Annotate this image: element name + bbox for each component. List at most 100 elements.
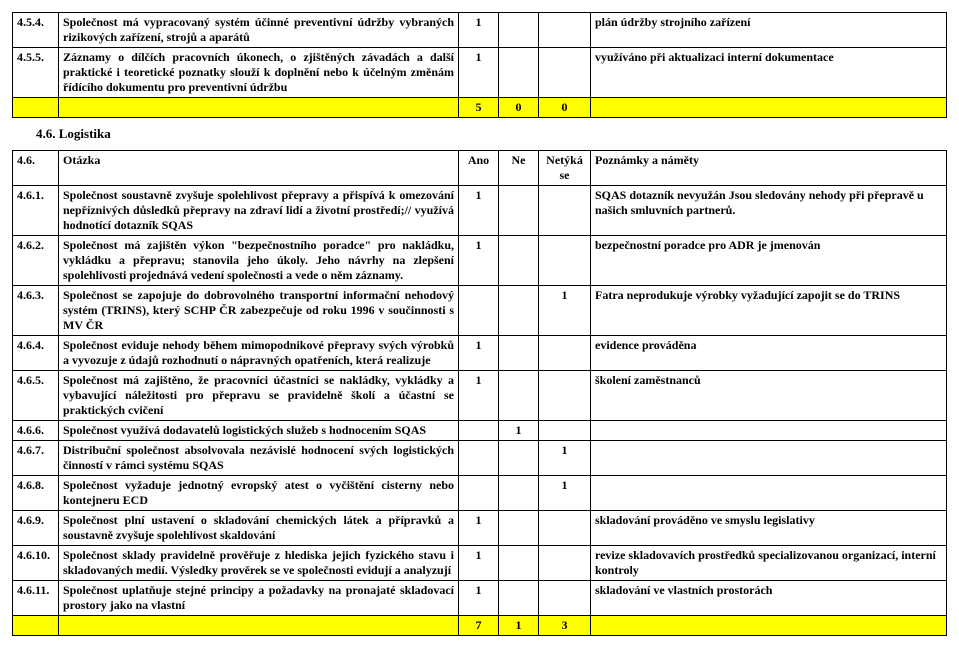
row-notes: SQAS dotazník nevyužán Jsou sledovány ne… (591, 186, 947, 236)
row-number: 4.6.3. (13, 286, 59, 336)
row-netyka (539, 421, 591, 441)
row-notes: plán údržby strojního zařízení (591, 13, 947, 48)
row-notes: využíváno při aktualizaci interní dokume… (591, 48, 947, 98)
row-text: Společnost využívá dodavatelů logistický… (59, 421, 459, 441)
row-netyka: 1 (539, 286, 591, 336)
row-netyka (539, 186, 591, 236)
row-ne (499, 286, 539, 336)
row-text: Distribuční společnost absolvovala nezáv… (59, 441, 459, 476)
table-row: 4.6.10.Společnost sklady pravidelně prov… (13, 546, 947, 581)
header-text: Otázka (59, 151, 459, 186)
row-number: 4.6.8. (13, 476, 59, 511)
table-row: 4.5.5.Záznamy o dílčích pracovních úkone… (13, 48, 947, 98)
row-text: Společnost soustavně zvyšuje spolehlivos… (59, 186, 459, 236)
row-ano: 1 (459, 581, 499, 616)
table-section-4-5: 4.5.4.Společnost má vypracovaný systém ú… (12, 12, 947, 118)
row-ano (459, 421, 499, 441)
total-ne: 1 (499, 616, 539, 636)
row-number: 4.6.2. (13, 236, 59, 286)
row-ano: 1 (459, 511, 499, 546)
row-ne (499, 13, 539, 48)
table-row: 4.6.4.Společnost eviduje nehody během mi… (13, 336, 947, 371)
row-ano: 1 (459, 546, 499, 581)
totals-row: 500 (13, 98, 947, 118)
row-text: Společnost má zajištěno, že pracovníci ú… (59, 371, 459, 421)
row-number: 4.6.1. (13, 186, 59, 236)
row-ne (499, 476, 539, 511)
table-row: 4.6.3.Společnost se zapojuje do dobrovol… (13, 286, 947, 336)
header-netyka: Netýká se (539, 151, 591, 186)
row-netyka: 1 (539, 441, 591, 476)
row-netyka (539, 236, 591, 286)
total-netyka: 3 (539, 616, 591, 636)
row-ne (499, 186, 539, 236)
row-number: 4.6.10. (13, 546, 59, 581)
header-notes: Poznámky a náměty (591, 151, 947, 186)
row-notes: evidence prováděna (591, 336, 947, 371)
total-ano: 5 (459, 98, 499, 118)
row-notes (591, 476, 947, 511)
row-number: 4.6.6. (13, 421, 59, 441)
row-notes: školení zaměstnanců (591, 371, 947, 421)
row-ne (499, 336, 539, 371)
table-row: 4.6.11.Společnost uplatňuje stejné princ… (13, 581, 947, 616)
row-number: 4.5.4. (13, 13, 59, 48)
header-ano: Ano (459, 151, 499, 186)
row-ano: 1 (459, 186, 499, 236)
row-ano: 1 (459, 48, 499, 98)
table-row: 4.6.7.Distribuční společnost absolvovala… (13, 441, 947, 476)
row-notes: Fatra neprodukuje výrobky vyžadující zap… (591, 286, 947, 336)
row-text: Záznamy o dílčích pracovních úkonech, o … (59, 48, 459, 98)
totals-row: 713 (13, 616, 947, 636)
row-ano: 1 (459, 236, 499, 286)
row-text: Společnost sklady pravidelně prověřuje z… (59, 546, 459, 581)
row-number: 4.5.5. (13, 48, 59, 98)
row-ano: 1 (459, 371, 499, 421)
row-ne (499, 441, 539, 476)
total-ne: 0 (499, 98, 539, 118)
table-row: 4.6.8.Společnost vyžaduje jednotný evrop… (13, 476, 947, 511)
row-number: 4.6.7. (13, 441, 59, 476)
row-number: 4.6.5. (13, 371, 59, 421)
row-text: Společnost vyžaduje jednotný evropský at… (59, 476, 459, 511)
row-notes (591, 441, 947, 476)
row-ano (459, 476, 499, 511)
table-row: 4.5.4.Společnost má vypracovaný systém ú… (13, 13, 947, 48)
table-row: 4.6.1.Společnost soustavně zvyšuje spole… (13, 186, 947, 236)
row-text: Společnost uplatňuje stejné principy a p… (59, 581, 459, 616)
row-netyka (539, 511, 591, 546)
row-notes: revize skladovavích prostředků specializ… (591, 546, 947, 581)
row-text: Společnost má zajištěn výkon "bezpečnost… (59, 236, 459, 286)
row-notes: skladování ve vlastních prostorách (591, 581, 947, 616)
header-row: 4.6.OtázkaAnoNeNetýká sePoznámky a námět… (13, 151, 947, 186)
row-netyka (539, 546, 591, 581)
row-notes: bezpečnostní poradce pro ADR je jmenován (591, 236, 947, 286)
row-text: Společnost se zapojuje do dobrovolného t… (59, 286, 459, 336)
row-ne (499, 48, 539, 98)
row-number: 4.6.9. (13, 511, 59, 546)
row-ano (459, 286, 499, 336)
row-netyka (539, 48, 591, 98)
row-notes (591, 421, 947, 441)
row-text: Společnost eviduje nehody během mimopodn… (59, 336, 459, 371)
table-row: 4.6.2.Společnost má zajištěn výkon "bezp… (13, 236, 947, 286)
row-netyka (539, 581, 591, 616)
header-ne: Ne (499, 151, 539, 186)
table-row: 4.6.9.Společnost plní ustavení o skladov… (13, 511, 947, 546)
row-ne (499, 546, 539, 581)
row-netyka (539, 371, 591, 421)
table-section-4-6: 4.6.OtázkaAnoNeNetýká sePoznámky a námět… (12, 150, 947, 636)
row-ne (499, 236, 539, 286)
row-number: 4.6.4. (13, 336, 59, 371)
row-notes: skladování prováděno ve smyslu legislati… (591, 511, 947, 546)
total-ano: 7 (459, 616, 499, 636)
header-num: 4.6. (13, 151, 59, 186)
row-ne: 1 (499, 421, 539, 441)
row-ne (499, 371, 539, 421)
row-ano: 1 (459, 13, 499, 48)
row-ne (499, 581, 539, 616)
row-ne (499, 511, 539, 546)
section-heading-logistika: 4.6. Logistika (12, 118, 947, 150)
total-netyka: 0 (539, 98, 591, 118)
row-text: Společnost plní ustavení o skladování ch… (59, 511, 459, 546)
